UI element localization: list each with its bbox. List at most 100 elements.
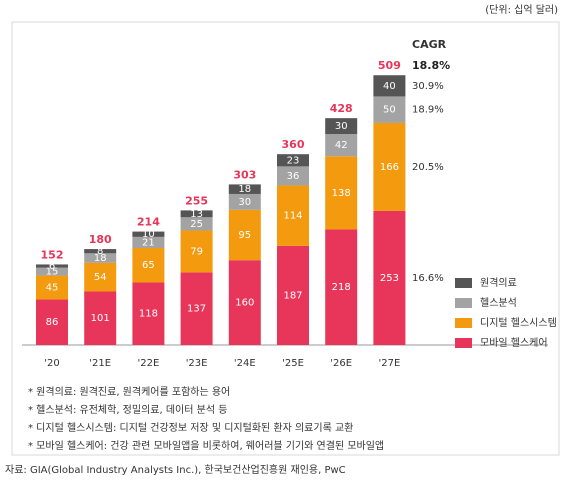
bar-segment: [277, 245, 309, 345]
segment-label: 40: [383, 81, 396, 92]
note: * 원격의료: 원격진료, 원격케어를 포함하는 용어: [28, 385, 230, 398]
total-label: 428: [330, 102, 353, 115]
legend-label: 원격의료: [480, 276, 517, 289]
total-label: 214: [137, 216, 160, 229]
bar-segment: [84, 249, 117, 254]
segment-label: 187: [283, 290, 302, 301]
source: 자료: GIA(Global Industry Analysts Inc.), …: [5, 463, 346, 476]
bar-segment: [84, 262, 117, 292]
bar-segment: [84, 253, 117, 263]
bar-segment: [277, 166, 309, 186]
total-label: 509: [378, 59, 401, 72]
bar-segment: [180, 230, 213, 273]
segment-label: 30: [335, 121, 348, 132]
segment-label: 10: [142, 229, 155, 240]
legend-label: 디지털 헬스시스템: [480, 317, 557, 329]
x-tick-label: '24E: [234, 358, 256, 369]
bar-segment: [36, 267, 68, 276]
x-tick-label: '26E: [330, 358, 352, 369]
legend-swatch: [455, 278, 472, 288]
segment-label: 86: [46, 317, 59, 328]
segment-label: 15: [46, 267, 59, 278]
x-tick-label: '23E: [186, 358, 208, 369]
segment-label: 137: [187, 304, 206, 315]
bar-segment: [228, 260, 261, 345]
cagr-value: 18.9%: [412, 105, 444, 116]
bar-segment: [228, 193, 261, 210]
segment-label: 8: [97, 246, 103, 257]
legend-swatch: [455, 298, 472, 308]
segment-label: 54: [94, 272, 107, 283]
x-tick-label: '21E: [89, 358, 111, 369]
bar-segment: [228, 184, 261, 194]
segment-label: 23: [287, 155, 300, 166]
bar-segment: [228, 209, 261, 261]
cagr-title: CAGR: [412, 38, 447, 51]
segment-label: 50: [383, 105, 396, 116]
x-tick-label: '20: [44, 358, 59, 369]
segment-label: 218: [332, 282, 351, 293]
segment-label: 160: [235, 298, 254, 309]
segment-label: 21: [142, 237, 155, 248]
bar-segment: [373, 75, 406, 97]
total-label: 255: [185, 194, 208, 207]
cagr-value: 30.9%: [412, 81, 444, 92]
bar-segment: [373, 96, 406, 123]
total-label: 180: [89, 233, 112, 246]
bar-segment: [325, 156, 358, 230]
segment-label: 25: [190, 219, 203, 230]
segment-label: 13: [190, 209, 203, 220]
cagr-value: 20.5%: [412, 162, 444, 173]
cagr-total: 18.8%: [412, 59, 450, 72]
bar-segment: [84, 291, 117, 345]
segment-label: 166: [380, 162, 399, 173]
segment-label: 138: [332, 188, 351, 199]
x-tick-label: '25E: [282, 358, 304, 369]
unit-label: (단위: 십억 달러): [485, 3, 558, 16]
bar-segment: [132, 282, 165, 345]
bar-segment: [325, 134, 358, 157]
x-tick-label: '27E: [379, 358, 401, 369]
bar-segment: [373, 210, 406, 345]
segment-label: 118: [139, 309, 158, 320]
bar-segment: [132, 236, 165, 249]
segment-label: 30: [238, 197, 251, 208]
legend-label: 헬스분석: [480, 297, 517, 309]
bar-segment: [36, 264, 68, 268]
bar-segment: [36, 275, 68, 300]
segment-label: 42: [335, 140, 348, 151]
cagr-value: 16.6%: [412, 273, 444, 284]
bar-segment: [180, 272, 213, 345]
bar-segment: [132, 231, 165, 237]
x-tick-label: '22E: [138, 358, 160, 369]
segment-label: 18: [238, 184, 251, 195]
total-label: 152: [41, 248, 64, 261]
segment-label: 114: [283, 211, 302, 222]
segment-label: 6: [49, 261, 55, 272]
bar-segment: [325, 229, 358, 345]
note: * 모바일 헬스케어: 건강 관련 모바일앱을 비롯하여, 웨어러블 기기와 연…: [28, 439, 384, 452]
bar-segment: [36, 299, 68, 345]
segment-label: 101: [91, 313, 110, 324]
bar-segment: [373, 122, 406, 211]
note: * 디지털 헬스시스템: 디지털 건강정보 저장 및 디지털화된 환자 의료기록…: [28, 422, 353, 434]
bar-segment: [132, 248, 165, 283]
segment-label: 36: [287, 171, 300, 182]
total-label: 360: [282, 138, 305, 151]
segment-label: 95: [238, 230, 251, 241]
note: * 헬스분석: 유전체학, 정밀의료, 데이터 분석 등: [28, 404, 227, 416]
segment-label: 253: [380, 273, 399, 284]
legend-label: 모바일 헬스케어: [480, 337, 548, 349]
total-label: 303: [233, 168, 256, 181]
bar-segment: [325, 118, 358, 135]
chart-frame: [11, 21, 560, 456]
segment-label: 45: [46, 282, 59, 293]
bar-segment: [277, 185, 309, 246]
bar-segment: [180, 217, 213, 231]
legend-swatch: [455, 338, 472, 348]
bar-segment: [180, 210, 213, 218]
bar-segment: [277, 154, 309, 167]
segment-label: 79: [190, 246, 203, 257]
legend-swatch: [455, 318, 472, 328]
